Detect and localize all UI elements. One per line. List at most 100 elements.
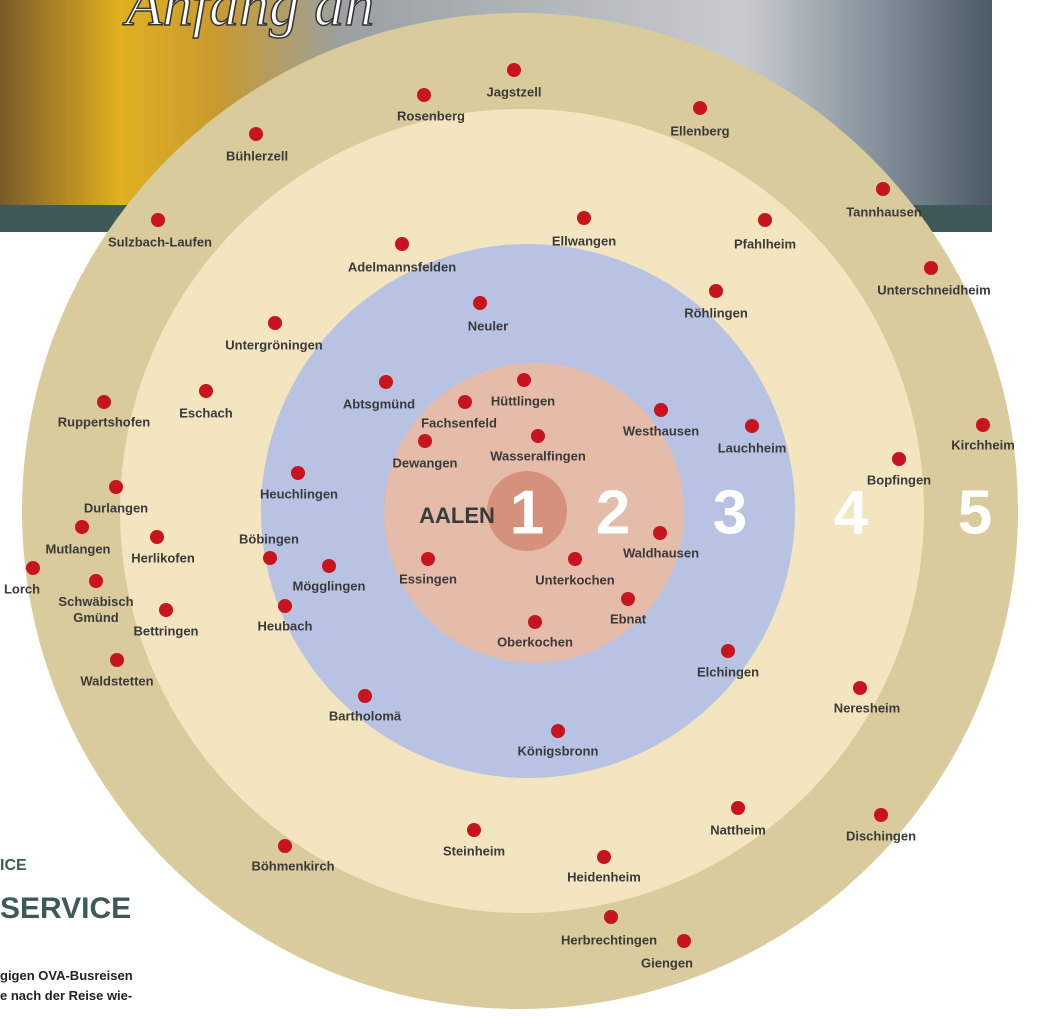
place-label: Dewangen <box>392 455 457 470</box>
place-dot <box>892 452 906 466</box>
body-line: gigen OVA-Busreisen <box>0 968 133 983</box>
place-dot <box>597 850 611 864</box>
place-dot <box>467 823 481 837</box>
place-dot <box>75 520 89 534</box>
place-dot <box>278 839 292 853</box>
place-dot <box>199 384 213 398</box>
zone-number: 5 <box>958 479 992 548</box>
place-dot <box>291 466 305 480</box>
place-dot <box>677 934 691 948</box>
place-dot <box>421 552 435 566</box>
place-dot <box>109 480 123 494</box>
place-label: Heidenheim <box>567 869 641 884</box>
place-label: Böhmenkirch <box>251 858 334 873</box>
place-dot <box>874 808 888 822</box>
place-label: Jagstzell <box>487 84 542 99</box>
place-label: Neresheim <box>834 700 900 715</box>
kicker: ICE <box>0 857 27 874</box>
place-dot <box>853 681 867 695</box>
place-label: Heubach <box>258 618 313 633</box>
place-label: Steinheim <box>443 843 505 858</box>
place-dot <box>418 434 432 448</box>
place-label: Bettringen <box>134 623 199 638</box>
place-dot <box>517 373 531 387</box>
place-label: Mögglingen <box>293 578 366 593</box>
map: Anfang an ICE SERVICE gigen OVA-Busreise… <box>0 0 1041 1017</box>
place-label: Neuler <box>468 318 508 333</box>
place-dot <box>758 213 772 227</box>
place-dot <box>26 561 40 575</box>
place-label: Untergröningen <box>225 337 323 352</box>
place-label: Durlangen <box>84 500 148 515</box>
place-label: Adelmannsfelden <box>348 259 456 274</box>
place-dot <box>322 559 336 573</box>
zone-number: 2 <box>596 479 630 548</box>
place-dot <box>507 63 521 77</box>
place-label: Heuchlingen <box>260 486 338 501</box>
place-dot <box>417 88 431 102</box>
place-label: Westhausen <box>623 423 699 438</box>
place-label: Ellenberg <box>670 123 729 138</box>
place-dot <box>654 403 668 417</box>
place-dot <box>721 644 735 658</box>
place-label: Herbrechtingen <box>561 932 657 947</box>
place-dot <box>653 526 667 540</box>
place-dot <box>568 552 582 566</box>
place-dot <box>268 316 282 330</box>
place-label: Pfahlheim <box>734 236 796 251</box>
place-dot <box>604 910 618 924</box>
center-label: AALEN <box>419 503 495 528</box>
place-dot <box>709 284 723 298</box>
place-label: Dischingen <box>846 828 916 843</box>
zone-number: 3 <box>713 479 747 548</box>
place-label: Ellwangen <box>552 233 616 248</box>
place-label: Königsbronn <box>518 743 599 758</box>
place-label: Röhlingen <box>684 305 748 320</box>
place-dot <box>621 592 635 606</box>
place-dot <box>473 296 487 310</box>
place-label: Eschach <box>179 405 233 420</box>
place-label: Ruppertshofen <box>58 414 151 429</box>
place-dot <box>528 615 542 629</box>
place-label: Tannhausen <box>846 204 922 219</box>
place-dot <box>395 237 409 251</box>
place-dot <box>577 211 591 225</box>
place-label: Waldstetten <box>80 673 153 688</box>
place-dot <box>458 395 472 409</box>
place-label: Bühlerzell <box>226 148 288 163</box>
place-label: Unterkochen <box>535 572 615 587</box>
place-dot <box>693 101 707 115</box>
place-dot <box>924 261 938 275</box>
place-label: Waldhausen <box>623 545 699 560</box>
body-line: e nach der Reise wie- <box>0 988 132 1003</box>
place-label: Oberkochen <box>497 634 573 649</box>
place-dot <box>249 127 263 141</box>
place-label: Elchingen <box>697 664 759 679</box>
place-label: Hüttlingen <box>491 393 555 408</box>
place-label: Ebnat <box>610 611 647 626</box>
place-label: Wasseralfingen <box>490 448 586 463</box>
place-dot <box>731 801 745 815</box>
script-title: Anfang an <box>122 0 374 38</box>
place-dot <box>159 603 173 617</box>
zone-number: 4 <box>834 479 869 548</box>
place-dot <box>150 530 164 544</box>
place-label: Essingen <box>399 571 457 586</box>
place-dot <box>876 182 890 196</box>
place-dot <box>976 418 990 432</box>
place-label: Lorch <box>4 581 40 596</box>
place-label: Rosenberg <box>397 108 465 123</box>
place-dot <box>358 689 372 703</box>
place-dot <box>379 375 393 389</box>
place-dot <box>531 429 545 443</box>
place-label: Böbingen <box>239 531 299 546</box>
place-dot <box>151 213 165 227</box>
place-dot <box>97 395 111 409</box>
place-label: Kirchheim <box>951 437 1015 452</box>
heading: SERVICE <box>0 892 131 925</box>
place-label: Lauchheim <box>718 440 787 455</box>
place-label: Unterschneidheim <box>877 282 990 297</box>
place-dot <box>551 724 565 738</box>
zone-number: 1 <box>510 479 544 548</box>
place-dot <box>263 551 277 565</box>
